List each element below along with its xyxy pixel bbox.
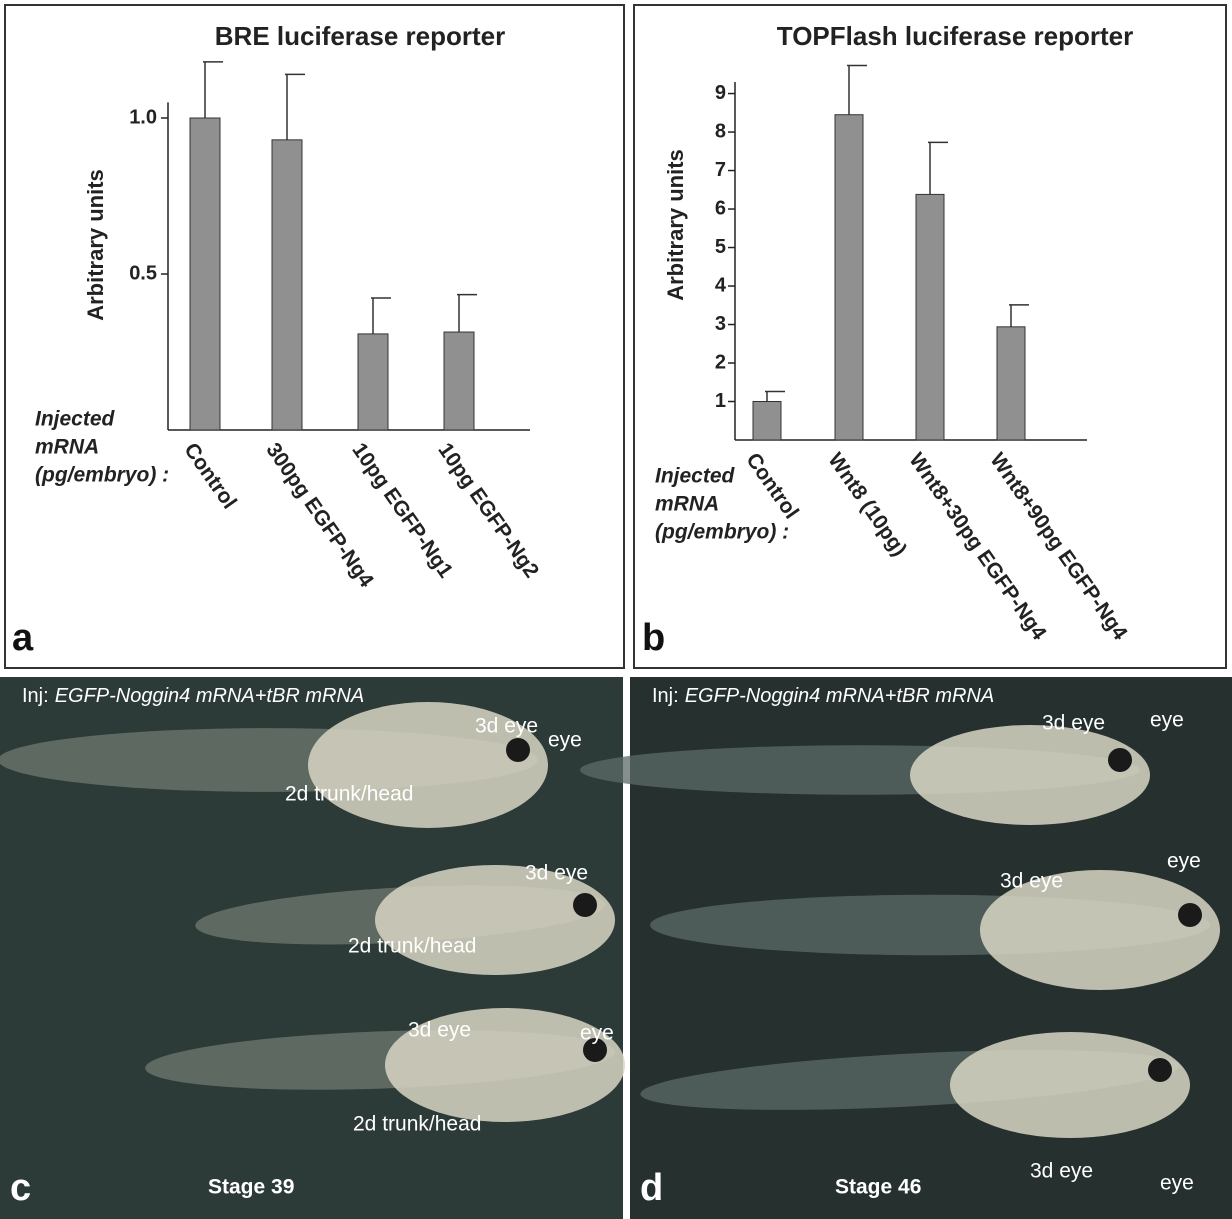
panel-letter: a (12, 617, 34, 659)
y-tick-label: 5 (715, 236, 726, 258)
y-tick-label: 8 (715, 120, 726, 142)
caption-prefix: Inj: (22, 685, 49, 707)
photo-annotation: eye (1150, 709, 1184, 732)
tadpole-body (950, 1032, 1190, 1138)
tadpole-eye (506, 738, 530, 762)
bar (189, 117, 221, 431)
photo-annotation: 2d trunk/head (348, 935, 476, 958)
y-tick-label: 6 (715, 197, 726, 219)
panel-letter: b (642, 617, 665, 659)
bar (357, 333, 389, 431)
y-axis-label: Arbitrary units (663, 149, 688, 301)
photo-annotation: 3d eye (1042, 712, 1105, 735)
x-axis-label: mRNA (655, 493, 719, 516)
y-tick-label: 7 (715, 159, 726, 181)
error-bar (285, 73, 305, 140)
tadpole-body (308, 702, 548, 828)
x-tick-label: Control (179, 439, 241, 513)
y-tick-label: 9 (715, 82, 726, 104)
error-bar (1009, 304, 1029, 327)
caption-prefix: Inj: (652, 685, 679, 707)
error-bar (203, 61, 223, 118)
x-axis-label: Injected (35, 408, 116, 431)
photo-annotation: eye (580, 1022, 614, 1045)
tadpole-eye (583, 1038, 607, 1062)
tadpole-body (375, 865, 615, 975)
error-bar (457, 293, 477, 333)
bar (996, 326, 1026, 441)
photo-annotation: 3d eye (525, 862, 588, 885)
stage-label: Stage 39 (208, 1176, 294, 1199)
y-axis-label: Arbitrary units (83, 169, 108, 321)
photo-annotation: eye (1167, 850, 1201, 873)
tadpole-eye (1148, 1058, 1172, 1082)
y-tick-label: 1.0 (129, 106, 157, 128)
tadpole-eye (573, 893, 597, 917)
photo-annotation: 3d eye (1000, 870, 1063, 893)
x-axis-label: (pg/embryo) : (655, 521, 789, 544)
photo-annotation: 3d eye (475, 715, 538, 738)
photo-annotation: 3d eye (1030, 1160, 1093, 1183)
panel-letter: d (640, 1167, 663, 1209)
panel-frame (633, 4, 1227, 669)
y-tick-label: 4 (715, 274, 727, 296)
tadpole-body (910, 725, 1150, 825)
photo-annotation: 3d eye (408, 1019, 471, 1042)
photo-caption: Inj: EGFP-Noggin4 mRNA+tBR mRNA (22, 685, 364, 707)
x-tick-label: Wnt8+30pg EGFP-Ng4 (904, 449, 1051, 645)
x-axis-label: Injected (655, 465, 736, 488)
chart-title: BRE luciferase reporter (215, 21, 505, 51)
x-axis-label: (pg/embryo) : (35, 464, 169, 487)
bar (752, 401, 782, 441)
panel-frame (4, 4, 625, 669)
tadpole-body (385, 1008, 625, 1122)
bar (915, 193, 945, 441)
bar (271, 139, 303, 431)
tadpole-eye (1108, 748, 1132, 772)
x-tick-label: Wnt8 (10pg) (823, 449, 911, 561)
bar (443, 331, 475, 431)
y-tick-label: 3 (715, 313, 726, 335)
photo-caption: Inj: EGFP-Noggin4 mRNA+tBR mRNA (652, 685, 994, 707)
y-tick-label: 0.5 (129, 262, 157, 284)
photo-annotation: eye (1160, 1172, 1194, 1195)
error-bar (765, 390, 785, 402)
error-bar (847, 64, 867, 115)
x-tick-label: Wnt8+90pg EGFP-Ng4 (985, 449, 1132, 645)
y-tick-label: 2 (715, 351, 726, 373)
photo-annotation: eye (548, 729, 582, 752)
chart-title: TOPFlash luciferase reporter (777, 21, 1133, 51)
photo-annotation: 2d trunk/head (285, 783, 413, 806)
tadpole-body (980, 870, 1220, 990)
x-axis-label: mRNA (35, 436, 99, 459)
bar (834, 114, 864, 441)
caption-italic: EGFP-Noggin4 mRNA+tBR mRNA (55, 685, 365, 707)
x-tick-label: Control (741, 449, 803, 523)
error-bar (928, 141, 948, 195)
caption-italic: EGFP-Noggin4 mRNA+tBR mRNA (685, 685, 995, 707)
y-tick-label: 1 (715, 390, 726, 412)
panel-letter: c (10, 1167, 31, 1209)
stage-label: Stage 46 (835, 1176, 921, 1199)
photo-annotation: 2d trunk/head (353, 1113, 481, 1136)
error-bar (371, 297, 391, 334)
tadpole-eye (1178, 903, 1202, 927)
